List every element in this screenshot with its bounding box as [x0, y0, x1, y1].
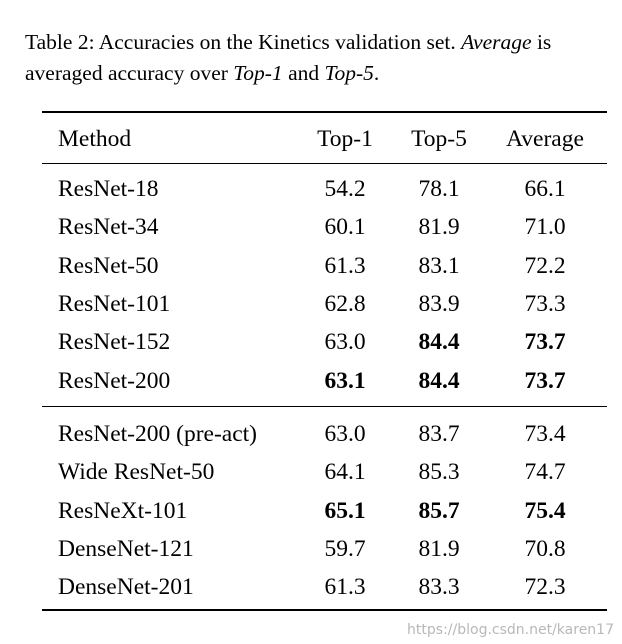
table-caption: Table 2: Accuracies on the Kinetics vali… [25, 27, 615, 89]
table-row: DenseNet-201 61.3 83.3 72.3 [42, 568, 607, 606]
caption-prefix: Table 2: Accuracies on the Kinetics vali… [25, 30, 462, 54]
average-cell: 74.7 [524, 459, 566, 486]
top5-cell: 84.4 [418, 329, 460, 356]
table-row: ResNet-200 (pre-act) 63.0 83.7 73.4 [42, 415, 607, 453]
average-cell: 72.2 [524, 252, 566, 279]
average-cell: 66.1 [524, 176, 566, 202]
header-average: Average [506, 126, 584, 152]
average-cell: 73.3 [524, 290, 566, 317]
method-cell: ResNet-200 (pre-act) [58, 421, 258, 447]
top1-cell: 59.7 [324, 535, 366, 562]
method-cell: ResNet-200 [58, 367, 171, 394]
top1-cell: 61.3 [324, 574, 366, 601]
table-row: ResNet-18 54.2 78.1 66.1 [42, 170, 607, 208]
caption-top5-term: Top-5 [324, 61, 374, 85]
top5-cell: 81.9 [418, 535, 460, 562]
top5-cell: 83.9 [418, 290, 460, 317]
top5-cell: 85.7 [418, 497, 460, 524]
watermark: https://blog.csdn.net/karen17 [407, 622, 614, 638]
top5-cell: 83.1 [418, 252, 460, 279]
caption-line2-start: averaged accuracy over [25, 61, 234, 85]
method-cell: DenseNet-201 [58, 574, 194, 601]
method-cell: ResNet-101 [58, 290, 171, 317]
top-rule [42, 111, 607, 113]
top5-cell: 84.4 [418, 367, 460, 394]
table-row: ResNet-34 60.1 81.9 71.0 [42, 208, 607, 246]
header-top5: Top-5 [411, 126, 467, 152]
top1-cell: 62.8 [324, 290, 366, 317]
top1-cell: 65.1 [324, 497, 366, 524]
method-cell: ResNet-34 [58, 214, 159, 241]
average-cell: 70.8 [524, 535, 566, 562]
table-row: ResNet-50 61.3 83.1 72.2 [42, 247, 607, 285]
top1-cell: 54.2 [324, 176, 366, 202]
top1-cell: 63.1 [324, 367, 366, 394]
top1-cell: 63.0 [324, 421, 366, 447]
caption-top1-term: Top-1 [233, 61, 283, 85]
average-cell: 73.7 [524, 367, 566, 394]
header-method: Method [58, 126, 132, 152]
table-row: ResNet-200 63.1 84.4 73.7 [42, 362, 607, 400]
top1-cell: 61.3 [324, 252, 366, 279]
top1-cell: 63.0 [324, 329, 366, 356]
top1-cell: 60.1 [324, 214, 366, 241]
average-cell: 73.7 [524, 329, 566, 356]
header-rule [42, 163, 607, 164]
average-cell: 73.4 [524, 421, 566, 447]
top5-cell: 83.3 [418, 574, 460, 601]
average-cell: 71.0 [524, 214, 566, 241]
table-row: ResNet-152 63.0 84.4 73.7 [42, 323, 607, 361]
average-cell: 75.4 [524, 497, 566, 524]
method-cell: DenseNet-121 [58, 535, 194, 562]
table-row: DenseNet-121 59.7 81.9 70.8 [42, 530, 607, 568]
method-cell: ResNet-18 [58, 176, 159, 202]
top5-cell: 78.1 [418, 176, 460, 202]
average-cell: 72.3 [524, 574, 566, 601]
caption-and: and [282, 61, 325, 85]
method-cell: ResNet-152 [58, 329, 171, 356]
caption-average-term: Average [461, 30, 532, 54]
top5-cell: 81.9 [418, 214, 460, 241]
caption-end: . [373, 61, 380, 85]
caption-mid: is [531, 30, 552, 54]
header-top1: Top-1 [317, 126, 373, 152]
method-cell: ResNet-50 [58, 252, 159, 279]
method-cell: Wide ResNet-50 [58, 459, 215, 486]
table-row: Wide ResNet-50 64.1 85.3 74.7 [42, 453, 607, 491]
top5-cell: 83.7 [418, 421, 460, 447]
table-row: ResNeXt-101 65.1 85.7 75.4 [42, 492, 607, 530]
top5-cell: 85.3 [418, 459, 460, 486]
bottom-rule [42, 609, 607, 611]
group-separator-rule [42, 406, 607, 407]
table-header-row: Method Top-1 Top-5 Average [42, 120, 607, 158]
top1-cell: 64.1 [324, 459, 366, 486]
method-cell: ResNeXt-101 [58, 497, 188, 524]
table-row: ResNet-101 62.8 83.9 73.3 [42, 285, 607, 323]
